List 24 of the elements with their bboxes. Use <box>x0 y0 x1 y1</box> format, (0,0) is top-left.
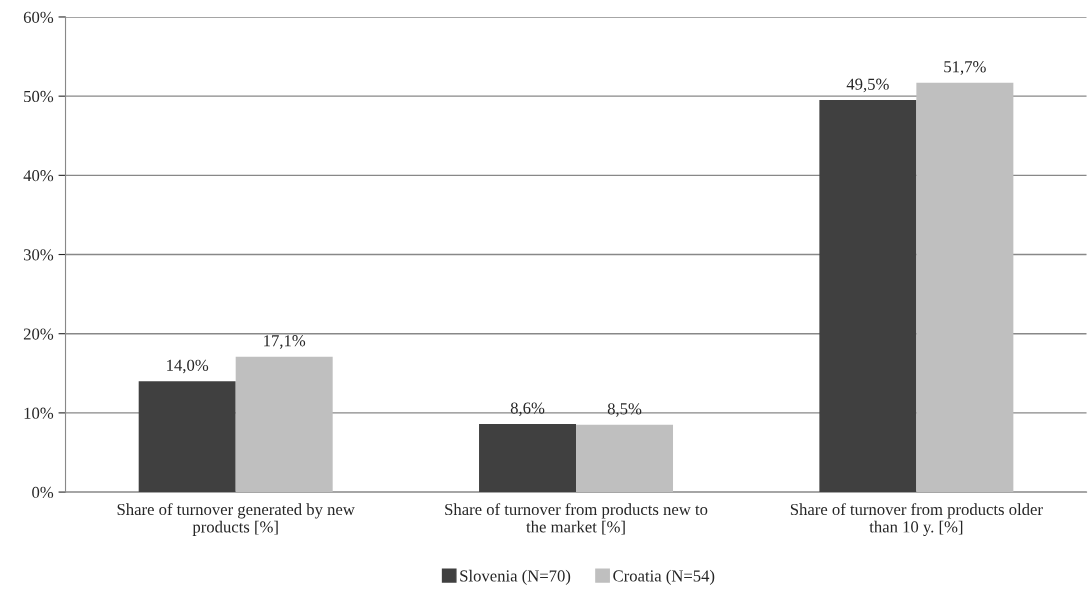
x-tick-label: Share of turnover from products new to the market [%] <box>445 503 708 535</box>
y-tick-label: 50% <box>24 90 54 103</box>
bar <box>138 381 236 493</box>
y-tick-label: 10% <box>24 407 54 419</box>
data-label: 8,5% <box>607 403 642 417</box>
bar <box>819 100 917 493</box>
bar <box>916 82 1014 493</box>
y-tick-label: 20% <box>23 328 54 340</box>
legend-label: Croatia (N=54) <box>613 569 715 585</box>
data-label: 51,7% <box>944 61 986 75</box>
data-label: 14,0% <box>167 359 209 374</box>
data-label: 8,6% <box>510 402 545 417</box>
bar <box>479 423 577 493</box>
x-tick-label: Share of turnover from products older than 10 y. [%] <box>790 503 1043 536</box>
bar <box>235 356 333 493</box>
y-tick-label: 0% <box>32 486 54 499</box>
x-tick-label: Share of turnover generated by new products [%] <box>117 503 355 536</box>
y-tick-label: 60% <box>23 11 54 23</box>
legend-label: Slovenia (N=70) <box>460 569 571 585</box>
bar <box>576 424 674 493</box>
y-tick-label: 40% <box>23 170 54 182</box>
data-label: 17,1% <box>264 335 306 349</box>
y-tick-label: 30% <box>23 249 54 261</box>
data-label: 49,5% <box>846 78 889 93</box>
